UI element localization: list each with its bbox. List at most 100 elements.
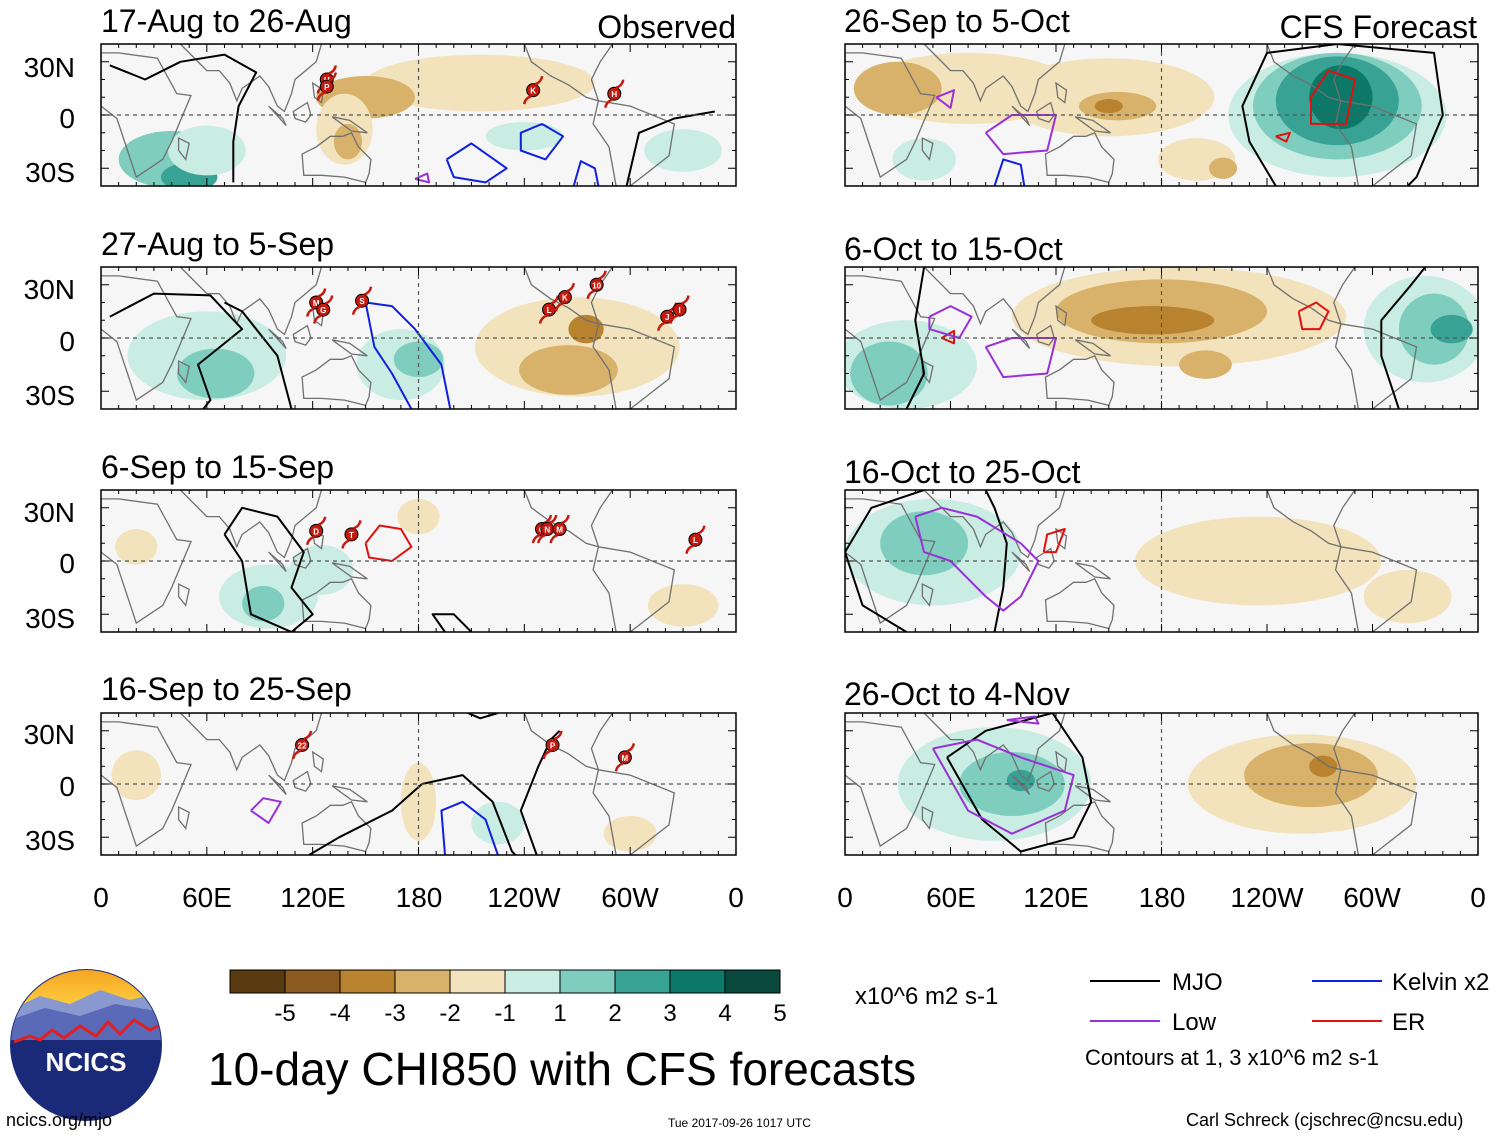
coastline-9 xyxy=(523,267,614,325)
storm-icon xyxy=(617,750,632,765)
map-panel-3: DTONML xyxy=(100,489,737,633)
lon-labels-right: 0 60E 120E 180 120W 60W 0 xyxy=(837,882,1486,913)
anomaly-region-9 xyxy=(333,123,363,160)
storm-arm xyxy=(614,762,624,772)
coastline-4 xyxy=(268,328,287,350)
legend-er-label: ER xyxy=(1392,1009,1425,1036)
kelvin-contour-4 xyxy=(445,142,508,184)
storm-label: L xyxy=(693,536,698,545)
anomaly-region-2 xyxy=(176,348,255,399)
lon-0-left: 0 xyxy=(93,882,109,913)
anomaly-region-4 xyxy=(1309,65,1373,130)
colorbar-bin-8 xyxy=(614,969,671,994)
colorbar-bin-10 xyxy=(724,969,781,994)
mjo-contour-1 xyxy=(1241,44,1444,186)
storm-icon xyxy=(672,302,687,317)
storm-arm xyxy=(534,75,544,86)
coastline-3 xyxy=(301,577,372,630)
coastline-6 xyxy=(331,116,368,134)
anomaly-region-9 xyxy=(1094,99,1123,114)
lon-120e-left: 120E xyxy=(280,882,345,913)
coastline-9 xyxy=(523,713,614,771)
low-contour-6 xyxy=(935,89,955,109)
kelvin-contour-5 xyxy=(572,160,600,186)
lat-30n-3: 30N xyxy=(24,497,75,528)
storm-arm xyxy=(669,314,679,324)
panel-title-6: 6-Oct to 15-Oct xyxy=(844,231,1063,267)
coastline-8 xyxy=(921,137,934,161)
footer-url[interactable]: ncics.org/mjo xyxy=(6,1110,113,1130)
storm-label: S xyxy=(359,297,365,306)
lat-0-4: 0 xyxy=(59,771,75,802)
storm-arm xyxy=(542,749,552,760)
er-contour-2 xyxy=(1310,69,1356,125)
lat-30s-1: 30S xyxy=(25,157,75,188)
coastline-1 xyxy=(101,275,192,402)
storm-label: L xyxy=(547,306,552,315)
storm-marker-3: S xyxy=(351,286,373,315)
lon-180-left: 180 xyxy=(396,882,443,913)
storm-arm xyxy=(598,270,607,280)
storm-arm xyxy=(554,301,564,312)
colorbar-bin-3 xyxy=(339,969,396,994)
lon-360-right: 0 xyxy=(1470,882,1486,913)
anomaly-region-5 xyxy=(644,129,722,172)
storm-marker-1: M xyxy=(305,288,327,317)
storm-arm xyxy=(317,516,327,527)
map-panel-1: HPKH xyxy=(100,43,737,187)
coastline-5 xyxy=(292,547,312,569)
storm-icon xyxy=(545,737,560,752)
mjo-contour-3 xyxy=(467,713,499,720)
colorbar-tick-label: -1 xyxy=(494,1000,515,1027)
anomaly-region-6 xyxy=(850,341,928,406)
contour-note: Contours at 1, 3 x10^6 m2 s-1 xyxy=(1085,1045,1380,1070)
storm-arm xyxy=(537,533,546,544)
coastline-8 xyxy=(177,360,190,384)
storm-label: D xyxy=(313,527,319,536)
main-title: 10-day CHI850 with CFS forecasts xyxy=(208,1043,917,1095)
coastline-8 xyxy=(921,806,934,830)
anomaly-region-3 xyxy=(1006,769,1035,792)
coastline-9 xyxy=(523,44,614,102)
mjo-contour-2 xyxy=(431,613,473,632)
storm-marker-5: M xyxy=(549,514,570,544)
storm-marker-1: D xyxy=(305,516,327,546)
colorbar-bin-2 xyxy=(284,969,341,994)
map-panel-8 xyxy=(844,712,1479,856)
coastline-6 xyxy=(331,339,368,357)
legend-kelvin-label: Kelvin x2 xyxy=(1392,969,1489,996)
coastline-10 xyxy=(592,769,676,855)
lat-30s-2: 30S xyxy=(25,380,75,411)
lon-360-left: 0 xyxy=(728,882,744,913)
storm-marker-5: K xyxy=(554,282,576,312)
panel-title-8: 26-Oct to 4-Nov xyxy=(844,676,1070,712)
lon-120e-right: 120E xyxy=(1023,882,1088,913)
low-contour-6 xyxy=(414,172,431,184)
storm-arm xyxy=(615,79,625,89)
coastline-1 xyxy=(845,498,936,625)
storm-icon xyxy=(552,522,567,537)
storm-arm xyxy=(351,305,361,315)
colorbar-tick-label: -3 xyxy=(384,1000,405,1027)
low-contour-6 xyxy=(984,337,1057,379)
storm-icon xyxy=(316,302,331,317)
anomaly-region-2 xyxy=(242,585,285,622)
colorbar-tick-label: -2 xyxy=(439,1000,460,1027)
anomaly-region-4 xyxy=(115,529,158,565)
lat-30n-4: 30N xyxy=(24,719,75,750)
coastline-8 xyxy=(177,137,190,161)
anomaly-region-3 xyxy=(603,815,657,852)
coastline-1 xyxy=(845,52,936,179)
storm-arm xyxy=(604,98,613,108)
colorbar-tick-label: 3 xyxy=(663,1000,676,1027)
storm-icon xyxy=(589,277,604,292)
kelvin-contour-4 xyxy=(440,800,499,855)
anomaly-region-6 xyxy=(853,61,942,115)
coastline-6 xyxy=(1074,562,1111,580)
storm-label: K xyxy=(562,294,568,303)
storm-arm xyxy=(353,520,362,530)
lat-0-1: 0 xyxy=(59,103,75,134)
storm-arm xyxy=(316,91,326,101)
lon-60w-right: 60W xyxy=(1343,882,1401,913)
map-panel-7 xyxy=(844,489,1479,633)
